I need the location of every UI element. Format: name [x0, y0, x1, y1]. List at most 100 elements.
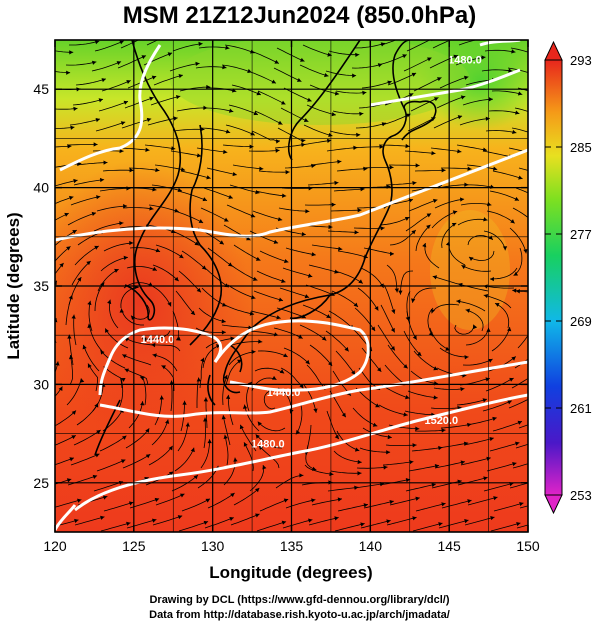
streamline-arrow — [225, 394, 231, 400]
streamline-arrow — [94, 245, 99, 250]
streamline-arrow — [87, 363, 92, 369]
streamline-arrow — [489, 276, 495, 282]
streamline-arrow — [374, 306, 379, 311]
streamline-arrow — [464, 75, 469, 80]
streamline-arrow — [129, 240, 134, 246]
streamline-arrow — [457, 149, 462, 154]
x-tick-label: 125 — [122, 538, 146, 554]
streamline — [282, 267, 313, 278]
streamline — [308, 517, 339, 526]
streamline — [203, 417, 206, 449]
streamline-arrow — [70, 125, 75, 130]
streamline-arrow — [92, 474, 98, 479]
colorbar-tick-label: 261 — [570, 401, 592, 416]
streamline — [176, 107, 208, 112]
streamline-arrow — [95, 453, 100, 458]
streamline-arrow — [354, 230, 359, 235]
streamline — [486, 462, 517, 472]
streamline — [100, 522, 131, 532]
streamline — [275, 474, 304, 489]
streamline — [485, 130, 517, 134]
streamline-arrow — [337, 159, 342, 164]
x-tick-label: 120 — [43, 538, 67, 554]
streamline — [244, 404, 260, 432]
streamline — [441, 222, 457, 249]
streamline-arrow — [168, 445, 173, 451]
streamline-arrow — [415, 496, 420, 501]
streamline — [103, 242, 134, 252]
streamline — [55, 361, 59, 374]
streamline — [492, 421, 523, 432]
streamline — [273, 67, 302, 82]
streamline — [224, 44, 255, 54]
streamline-arrow — [415, 426, 420, 431]
streamline — [432, 275, 463, 286]
streamline — [87, 363, 99, 392]
streamline-arrow — [221, 318, 226, 324]
streamline — [457, 477, 488, 486]
streamline-arrow — [159, 395, 164, 400]
streamline-arrow — [483, 217, 488, 222]
streamline-arrow — [145, 454, 151, 459]
streamline-arrow — [516, 521, 521, 527]
streamline — [377, 324, 396, 351]
streamline — [243, 442, 254, 472]
streamline — [55, 338, 56, 341]
streamline — [465, 327, 489, 346]
streamline-arrow — [390, 346, 395, 351]
streamline — [403, 330, 422, 357]
streamline — [239, 424, 257, 452]
streamline-arrow — [431, 151, 436, 156]
streamline — [462, 358, 493, 366]
streamline — [511, 378, 528, 389]
streamline-arrow — [403, 364, 408, 369]
streamline — [201, 287, 227, 307]
streamline-arrow — [80, 378, 85, 383]
streamline-arrow — [485, 116, 490, 121]
streamline — [441, 167, 472, 170]
streamline — [124, 368, 149, 386]
streamline — [354, 307, 376, 332]
streamline — [400, 270, 414, 295]
streamline — [462, 98, 493, 106]
streamline-arrow — [453, 54, 458, 59]
streamline — [439, 76, 469, 89]
streamline-arrow — [223, 434, 228, 440]
streamline-arrow — [394, 288, 399, 293]
streamline-arrow — [119, 221, 124, 226]
streamline-arrow — [121, 378, 126, 382]
streamline-arrow — [94, 40, 100, 45]
streamline-arrow — [276, 315, 281, 320]
streamline-arrow — [405, 34, 409, 38]
streamline-arrow — [459, 197, 465, 202]
streamline — [310, 160, 342, 166]
streamline — [180, 170, 211, 179]
streamline — [177, 190, 208, 201]
streamline — [120, 40, 140, 49]
streamline-arrow — [196, 153, 202, 158]
x-tick-label: 130 — [201, 538, 225, 554]
credit-data-source: Data from http://database.rish.kyoto-u.a… — [149, 609, 450, 621]
streamline-arrow — [237, 359, 242, 364]
streamline-arrow — [206, 175, 211, 180]
streamline — [519, 505, 528, 509]
streamline — [466, 417, 497, 426]
streamline-arrow — [196, 377, 201, 382]
streamline — [94, 282, 105, 312]
streamline — [103, 366, 123, 389]
streamline-arrow — [307, 273, 313, 278]
streamline-arrow — [221, 330, 226, 335]
streamline-arrow — [483, 294, 489, 299]
streamline-arrow — [383, 465, 388, 470]
streamline — [254, 367, 285, 374]
streamline — [148, 204, 179, 213]
streamline — [225, 124, 255, 136]
streamline — [199, 357, 205, 389]
streamline-arrow — [91, 211, 97, 217]
streamline — [360, 520, 391, 529]
streamline-arrow — [196, 287, 201, 293]
streamline — [458, 283, 489, 292]
streamline-arrow — [411, 72, 417, 77]
streamline — [460, 203, 492, 206]
streamline — [335, 350, 356, 376]
